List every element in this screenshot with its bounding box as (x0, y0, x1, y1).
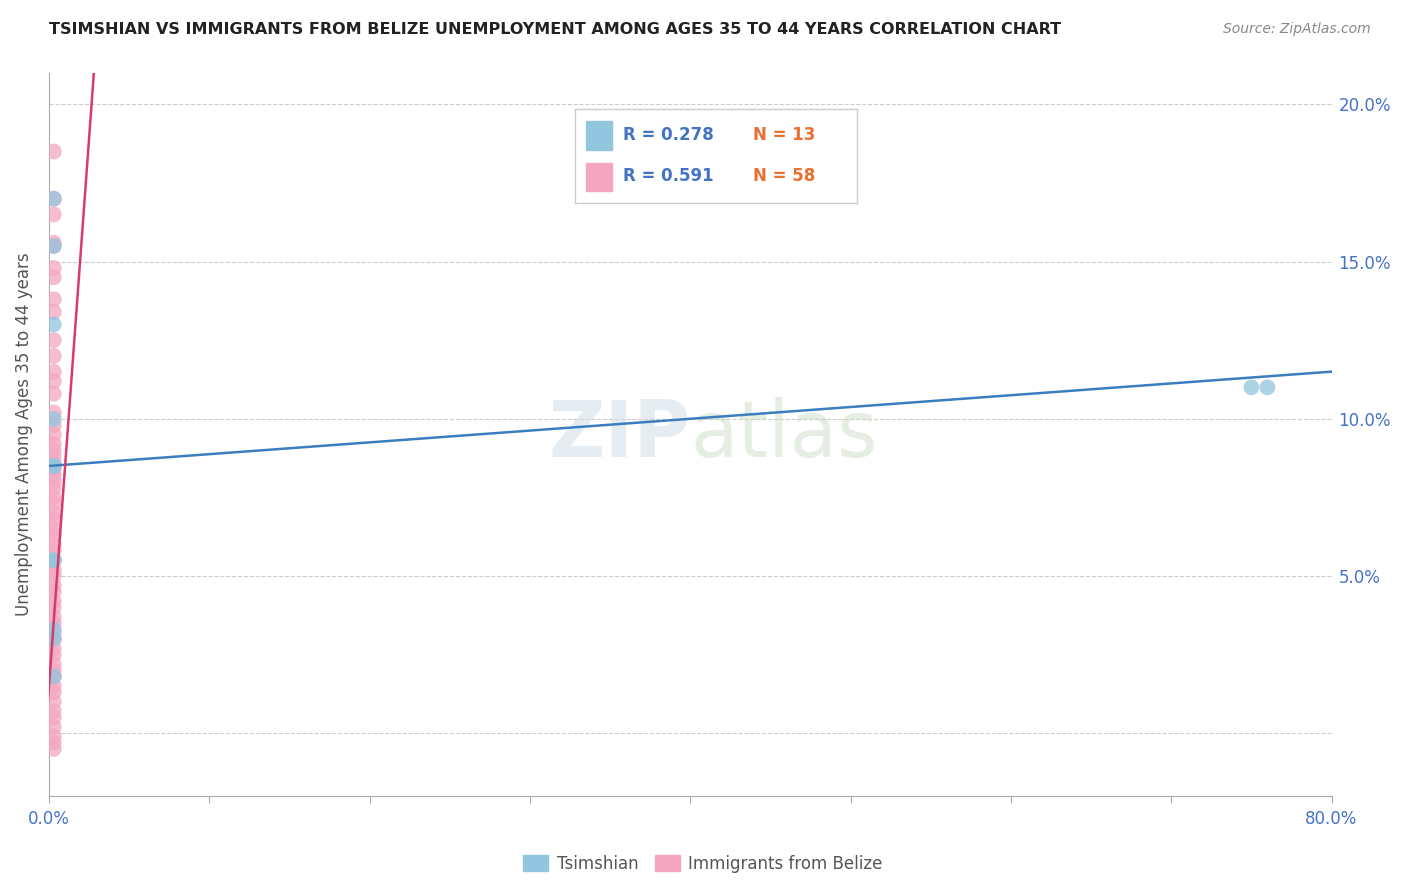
Point (42, 475, 65, 489)
Point (42, 563, 65, 577)
Point (42, 663, 65, 677)
Point (42, 584, 65, 599)
Legend: Tsimshian, Immigrants from Belize: Tsimshian, Immigrants from Belize (516, 848, 890, 880)
Point (42, 207, 65, 221)
Point (42, 625, 65, 640)
Point (42, 427, 65, 442)
Point (42, 305, 65, 319)
Point (42, 553, 65, 567)
Point (42, 386, 65, 401)
Point (42, 544, 65, 558)
Point (42, 729, 65, 743)
Point (42, 437, 65, 451)
Point (42, 710, 65, 724)
Point (42, 192, 65, 206)
Point (42, 481, 65, 495)
Point (1256, 380, 1278, 394)
Point (42, 736, 65, 750)
Point (42, 458, 65, 473)
Point (42, 685, 65, 699)
Point (42, 293, 65, 307)
Point (42, 270, 65, 285)
Point (42, 553, 65, 567)
Point (42, 553, 65, 567)
Point (42, 742, 65, 756)
Point (42, 239, 65, 253)
Point (42, 670, 65, 684)
Point (42, 512, 65, 526)
Point (42, 145, 65, 159)
Point (42, 657, 65, 671)
Point (42, 468, 65, 483)
Y-axis label: Unemployment Among Ages 35 to 44 years: Unemployment Among Ages 35 to 44 years (15, 252, 32, 616)
Point (42, 528, 65, 542)
Point (42, 318, 65, 332)
Point (42, 522, 65, 536)
Point (42, 648, 65, 662)
Point (42, 497, 65, 511)
Point (1240, 380, 1263, 394)
Point (42, 641, 65, 656)
Point (42, 443, 65, 458)
Point (42, 374, 65, 388)
Point (42, 632, 65, 646)
Point (42, 462, 65, 476)
Point (42, 600, 65, 615)
Point (42, 670, 65, 684)
Point (42, 632, 65, 646)
Point (42, 704, 65, 718)
Point (42, 616, 65, 631)
Text: TSIMSHIAN VS IMMIGRANTS FROM BELIZE UNEMPLOYMENT AMONG AGES 35 TO 44 YEARS CORRE: TSIMSHIAN VS IMMIGRANTS FROM BELIZE UNEM… (49, 22, 1062, 37)
Point (42, 333, 65, 347)
Point (42, 418, 65, 433)
Point (42, 506, 65, 520)
Point (42, 578, 65, 592)
Point (42, 594, 65, 608)
Text: atlas: atlas (690, 397, 877, 473)
Point (42, 192, 65, 206)
Point (42, 623, 65, 637)
Text: Source: ZipAtlas.com: Source: ZipAtlas.com (1223, 22, 1371, 37)
Point (42, 695, 65, 709)
Point (42, 405, 65, 419)
Point (42, 569, 65, 583)
Point (42, 610, 65, 624)
Point (42, 239, 65, 253)
Point (42, 450, 65, 464)
Point (42, 412, 65, 426)
Point (42, 235, 65, 250)
Point (42, 679, 65, 693)
Text: ZIP: ZIP (548, 397, 690, 473)
Point (42, 491, 65, 505)
Point (42, 260, 65, 275)
Point (42, 365, 65, 379)
Point (42, 456, 65, 470)
Point (42, 458, 65, 473)
Point (42, 349, 65, 363)
Point (42, 537, 65, 551)
Point (42, 720, 65, 734)
